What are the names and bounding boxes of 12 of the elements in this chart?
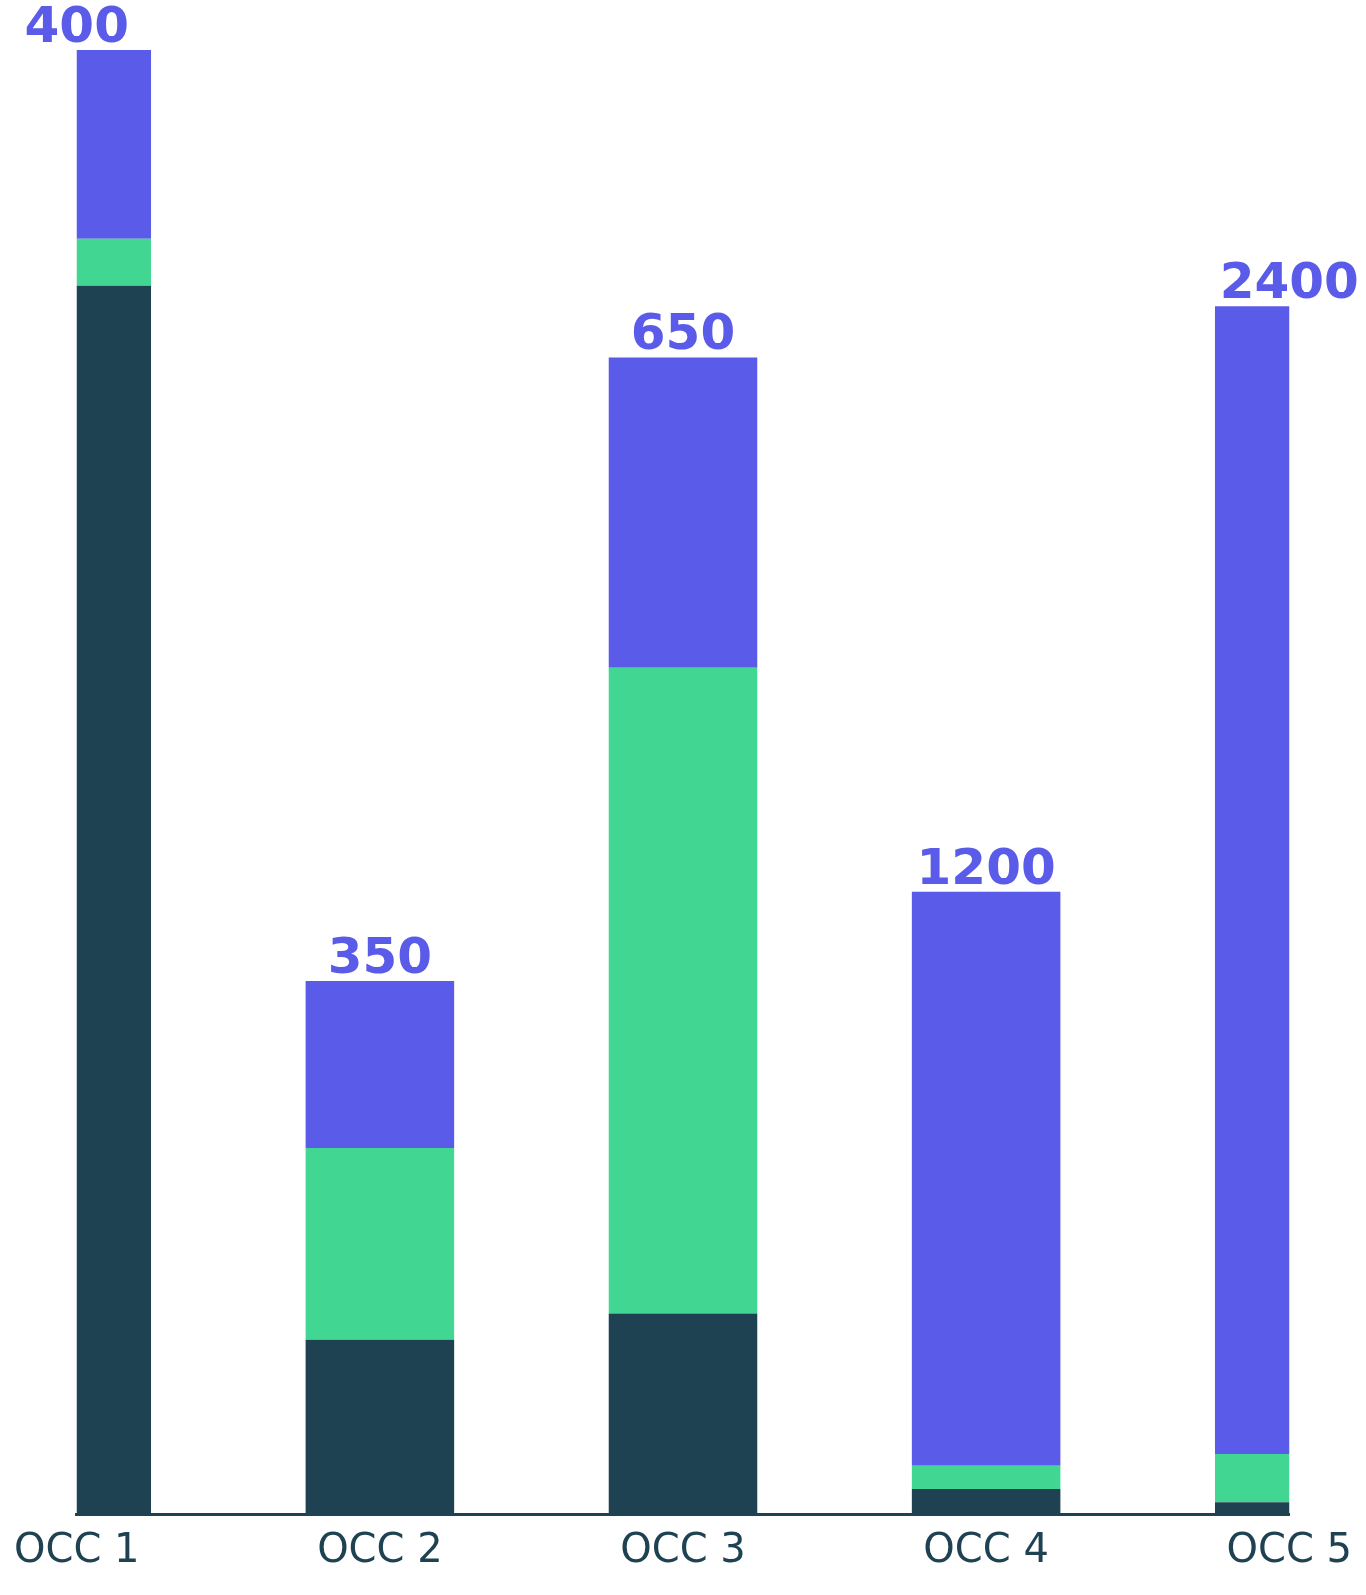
x-tick-label: OCC 4 <box>923 1525 1049 1572</box>
annotation: 1200 <box>916 837 1056 896</box>
bar <box>608 667 758 1314</box>
x-tick-label: OCC 1 <box>14 1525 140 1572</box>
x-tick-label: OCC 5 <box>1226 1525 1352 1572</box>
x-tick-label: OCC 3 <box>620 1525 746 1572</box>
annotation: 650 <box>630 303 736 362</box>
bar <box>608 357 758 668</box>
annotation: 350 <box>327 927 433 986</box>
x-tick-label: OCC 2 <box>317 1525 443 1572</box>
annotation: 400 <box>24 0 129 54</box>
annotation: 2400 <box>1219 252 1359 311</box>
